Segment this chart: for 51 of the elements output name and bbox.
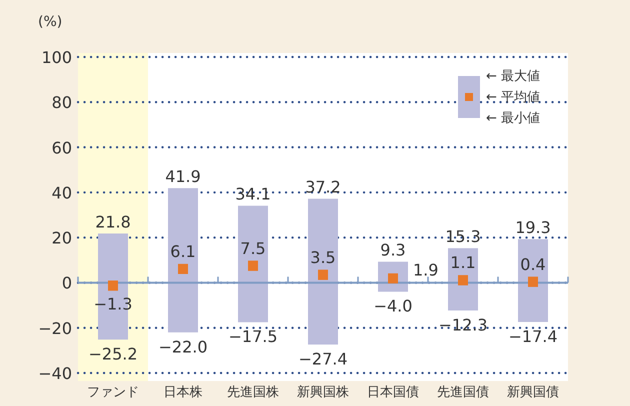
x-tick-label: 日本株 [164,385,202,400]
y-tick-label: 100 [41,48,72,67]
annotation: 19.3 [515,218,551,238]
annotation: 15.3 [445,227,481,246]
x-tick-label: ファンド [87,385,139,400]
data-label: 6.1 [170,242,196,261]
y-axis-title: (%) [38,14,62,30]
annotation: 37.2 [305,178,341,197]
annotation: −17.5 [228,327,278,346]
bar [308,198,338,345]
point [528,276,538,287]
annotation: 21.8 [95,212,131,232]
data-label: −1.3 [94,294,132,314]
annotation: ← 最小値 [486,111,540,126]
bar [518,239,548,322]
data-label: 0.4 [520,254,546,274]
y-tick-label: 0 [62,274,72,293]
annotation: ← 最大値 [486,69,540,84]
annotation: −4.0 [374,296,412,316]
y-tick-label: −40 [38,364,72,383]
x-tick-label: 新興国株 [297,385,349,400]
point [318,270,328,280]
y-tick-label: 60 [52,138,72,158]
bar [448,248,478,310]
annotation: 34.1 [235,184,271,204]
y-tick-label: 40 [52,183,72,202]
x-tick-label: 先進国株 [227,385,279,400]
x-tick-label: 新興国債 [507,385,559,400]
point [248,260,258,271]
data-label: 1.1 [450,253,476,272]
bar [238,206,268,322]
data-label: 1.9 [413,260,438,280]
y-tick-label: −20 [38,318,72,338]
data-label: 3.5 [310,248,336,267]
x-tick-label: 先進国債 [437,385,489,400]
point [108,280,118,291]
annotation: 41.9 [165,167,201,186]
point [458,275,468,286]
annotation: −27.4 [298,350,348,369]
data-label: 7.5 [240,238,266,258]
point [178,264,188,274]
y-tick-label: 20 [52,228,72,248]
annotation: ← 平均値 [486,90,540,105]
annotation: −22.0 [158,337,208,356]
y-tick-label: 80 [52,93,72,112]
annotation: −25.2 [88,344,138,364]
bar [168,188,198,332]
annotation: −17.4 [508,326,558,346]
x-tick-label: 日本国債 [367,385,419,400]
annotation: 9.3 [380,240,406,260]
annotation: −12.3 [438,315,488,334]
